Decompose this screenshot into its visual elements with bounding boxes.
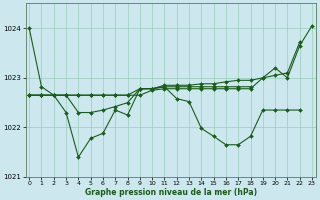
X-axis label: Graphe pression niveau de la mer (hPa): Graphe pression niveau de la mer (hPa) — [84, 188, 257, 197]
